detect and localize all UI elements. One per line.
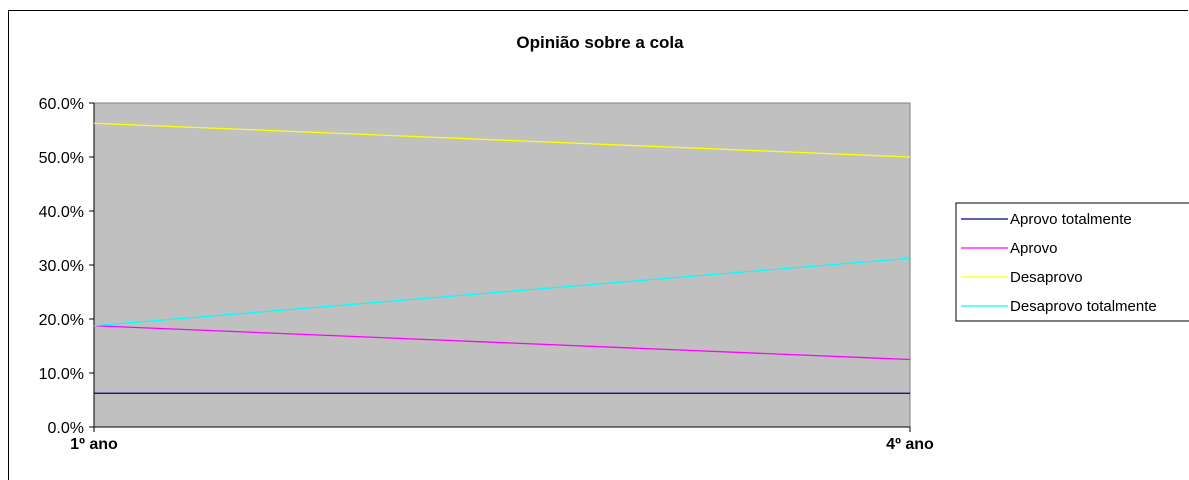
y-tick-label: 20.0% [39, 312, 84, 329]
y-axis: 0.0% 10.0% 20.0% 30.0% 40.0% 50.0% 60.0% [39, 96, 95, 437]
y-tick-label: 50.0% [39, 150, 84, 167]
y-tick-label: 60.0% [39, 96, 84, 113]
chart-title: Opinião sobre a cola [516, 33, 684, 52]
y-tick-label: 10.0% [39, 366, 84, 383]
legend: Aprovo totalmente Aprovo Desaprovo Desaprov… [955, 202, 1189, 322]
legend-box [955, 202, 1189, 322]
x-tick-label: 1º ano [70, 436, 118, 453]
legend-label: Desaprovo [1010, 269, 1083, 286]
chart-frame [8, 10, 1188, 480]
plot-area [93, 102, 911, 428]
series-lines [93, 122, 911, 394]
y-tick-label: 40.0% [39, 204, 84, 221]
x-tick-label: 4º ano [886, 436, 934, 453]
legend-label: Aprovo totalmente [1010, 211, 1132, 228]
x-axis: 1º ano 4º ano [70, 426, 934, 453]
series-line [93, 122, 911, 158]
series-line [93, 325, 911, 361]
legend-label: Desaprovo totalmente [1010, 298, 1157, 315]
y-tick-label: 0.0% [48, 420, 84, 437]
y-tick-label: 30.0% [39, 258, 84, 275]
series-line [93, 257, 911, 327]
legend-label: Aprovo [1010, 240, 1058, 257]
